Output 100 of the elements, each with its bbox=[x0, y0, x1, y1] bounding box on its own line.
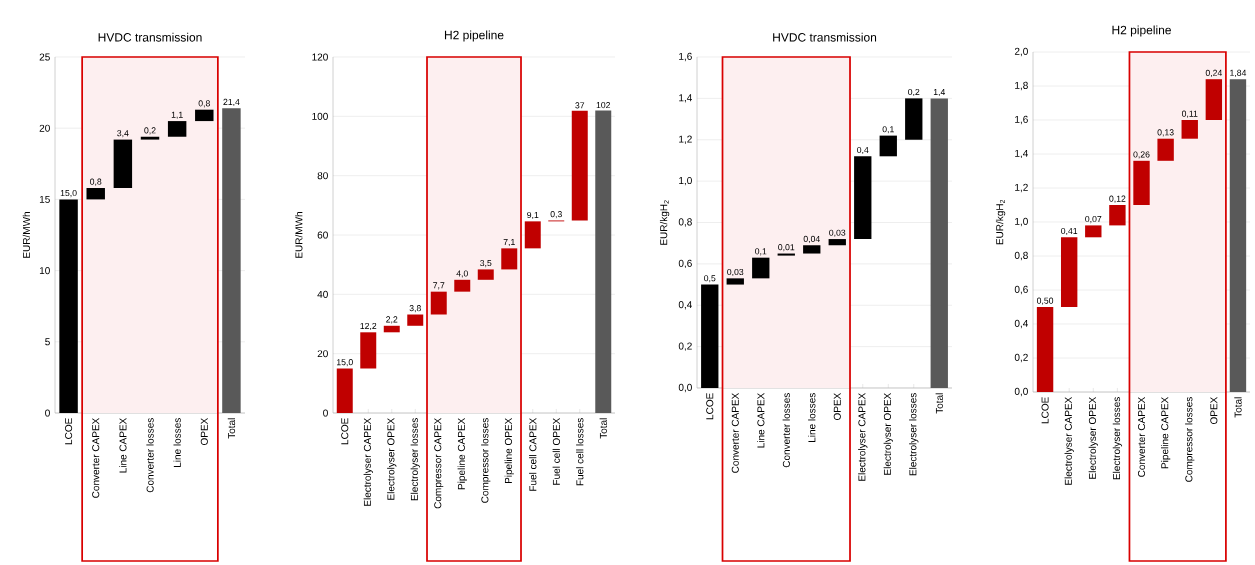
bar bbox=[854, 156, 872, 240]
bar bbox=[828, 239, 846, 246]
y-tick-label: 0,4 bbox=[1014, 319, 1029, 329]
bar bbox=[879, 135, 897, 157]
x-tick-label: LCOE bbox=[341, 418, 349, 445]
x-tick-label: LCOE bbox=[706, 393, 714, 420]
x-tick-label: Line CAPEX bbox=[757, 392, 765, 448]
x-tick-label: Electrolyser OPEX bbox=[883, 392, 893, 475]
bar bbox=[752, 257, 770, 279]
data-label: 0,07 bbox=[1085, 215, 1102, 224]
bar bbox=[803, 245, 821, 254]
x-tick-label: Total bbox=[935, 393, 943, 414]
x-tick-label: LCOE bbox=[65, 418, 73, 445]
y-axis-title: EUR/kgH$_{2}$ bbox=[659, 200, 670, 245]
bar bbox=[1229, 79, 1247, 392]
y-axis-title: EUR/MWh bbox=[22, 212, 31, 258]
data-label: 0,2 bbox=[908, 88, 920, 97]
bar bbox=[1181, 120, 1198, 139]
bar bbox=[1133, 160, 1150, 205]
data-label: 0,2 bbox=[144, 127, 156, 135]
y-tick-label: 2,0 bbox=[1014, 47, 1028, 57]
x-tick-label: OPEX bbox=[833, 392, 841, 421]
data-label: 0,1 bbox=[755, 248, 767, 256]
x-tick-label: Converter CAPEX bbox=[92, 417, 100, 498]
y-tick-label: 0,2 bbox=[1014, 353, 1028, 363]
bar bbox=[59, 199, 78, 413]
data-label: 0,04 bbox=[803, 235, 820, 243]
y-tick-label: 1,2 bbox=[1015, 183, 1028, 193]
y-tick-label: 0,8 bbox=[1014, 251, 1028, 261]
x-tick-label: Total bbox=[1234, 397, 1242, 418]
x-tick-label: Converter CAPEX bbox=[731, 392, 739, 473]
data-label: 4,0 bbox=[456, 270, 468, 278]
x-tick-label: OPEX bbox=[1210, 396, 1218, 425]
data-label: 0,1 bbox=[882, 126, 894, 134]
x-tick-label: Electrolyser CAPEX bbox=[363, 417, 373, 506]
y-tick-label: 10 bbox=[39, 267, 50, 275]
data-label: 0,41 bbox=[1061, 227, 1078, 236]
x-tick-label: Electrolyser losses bbox=[410, 418, 420, 501]
x-tick-label: Electrolyser CAPEX bbox=[858, 392, 868, 481]
bar bbox=[501, 248, 518, 270]
y-tick-label: 0 bbox=[323, 409, 328, 417]
x-tick-label: Converter losses bbox=[782, 393, 790, 468]
y-tick-label: 40 bbox=[317, 290, 328, 298]
data-label: 102 bbox=[596, 102, 611, 109]
bar bbox=[360, 332, 377, 369]
x-tick-label: Pipeline CAPEX bbox=[457, 417, 467, 490]
x-tick-label: Compressor CAPEX bbox=[434, 417, 444, 509]
bar bbox=[336, 368, 353, 413]
data-label: 2,2 bbox=[386, 316, 398, 324]
bar bbox=[1157, 138, 1174, 161]
data-label: 15,0 bbox=[336, 359, 353, 367]
data-label: 9,1 bbox=[527, 211, 539, 220]
data-label: 0,50 bbox=[1036, 297, 1054, 305]
data-label: 3,8 bbox=[409, 305, 421, 313]
data-label: 0,24 bbox=[1205, 69, 1223, 77]
data-label: 37 bbox=[575, 102, 585, 109]
bar bbox=[905, 98, 923, 140]
data-label: 0,13 bbox=[1157, 129, 1174, 137]
data-label: 0,03 bbox=[829, 229, 846, 237]
x-tick-label: Fuel cell OPEX bbox=[552, 417, 560, 485]
x-tick-label: Fuel cell losses bbox=[576, 418, 584, 486]
x-tick-label: Electrolyser CAPEX bbox=[1064, 396, 1074, 485]
y-tick-label: 100 bbox=[312, 112, 328, 120]
data-label: 0,12 bbox=[1109, 195, 1126, 203]
bar bbox=[571, 110, 588, 221]
bar bbox=[1205, 79, 1223, 120]
y-tick-label: 1,4 bbox=[679, 94, 693, 103]
data-label: 1,4 bbox=[933, 89, 946, 97]
x-tick-label: Electrolyser OPEX bbox=[387, 417, 397, 500]
data-label: 0,5 bbox=[704, 275, 716, 283]
y-tick-label: 80 bbox=[317, 172, 328, 180]
x-tick-label: Electrolyser OPEX bbox=[1088, 396, 1098, 479]
y-tick-label: 20 bbox=[317, 350, 328, 358]
bar bbox=[930, 98, 948, 388]
y-tick-label: 60 bbox=[317, 231, 328, 239]
data-label: 3,5 bbox=[480, 260, 492, 268]
y-tick-label: 0,6 bbox=[678, 259, 692, 268]
y-tick-label: 0 bbox=[45, 409, 50, 417]
bar bbox=[86, 188, 105, 200]
x-tick-label: Compressor losses bbox=[481, 418, 491, 503]
y-tick-label: 1,6 bbox=[679, 52, 692, 62]
chart-title: H2 pipeline bbox=[444, 30, 504, 42]
bar bbox=[454, 279, 471, 292]
bar bbox=[113, 139, 133, 189]
x-tick-label: Total bbox=[599, 418, 607, 439]
data-label: 1,84 bbox=[1230, 69, 1247, 77]
data-label: 0,26 bbox=[1133, 151, 1150, 159]
data-label: 15,0 bbox=[60, 189, 77, 198]
x-tick-label: LCOE bbox=[1041, 397, 1049, 424]
data-label: 0,11 bbox=[1181, 110, 1198, 118]
y-tick-label: 1,8 bbox=[1015, 81, 1028, 91]
y-tick-label: 0,6 bbox=[1014, 285, 1028, 295]
y-tick-label: 25 bbox=[39, 53, 50, 61]
data-label: 7,7 bbox=[433, 282, 445, 290]
y-tick-label: 1,6 bbox=[1015, 115, 1028, 125]
y-axis-title: EUR/MWh bbox=[295, 212, 303, 258]
data-label: 0,01 bbox=[778, 244, 795, 252]
bar bbox=[383, 325, 400, 333]
x-tick-label: Line losses bbox=[173, 418, 181, 467]
x-tick-label: Line losses bbox=[808, 393, 816, 442]
